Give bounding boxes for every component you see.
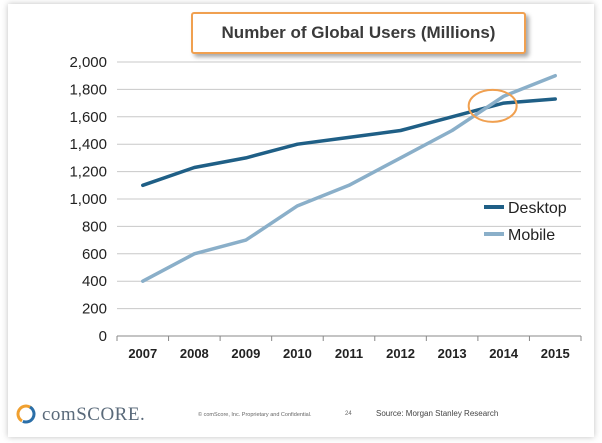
chart-title-box: Number of Global Users (Millions) (191, 12, 526, 54)
x-tick-label: 2011 (335, 346, 363, 361)
footer-page-number: 24 (345, 411, 352, 417)
x-tick-label: 2007 (128, 346, 157, 361)
footer-confidential: © comScore, Inc. Proprietary and Confide… (198, 412, 312, 418)
x-tick-label: 2008 (180, 346, 209, 361)
x-tick-label: 2012 (386, 346, 415, 361)
y-tick-label: 0 (99, 328, 107, 345)
footer-source: Source: Morgan Stanley Research (376, 409, 499, 418)
slide: 0 200 400 600 800 1,000 1,200 1,400 1,600 1,800 2,… (8, 4, 594, 437)
y-tick-label: 1,600 (69, 109, 107, 126)
x-tick-label: 2013 (438, 346, 467, 361)
x-tick-label: 2015 (541, 346, 570, 361)
chart-title: Number of Global Users (Millions) (221, 23, 496, 42)
x-tick-label: 2010 (283, 346, 312, 361)
comscore-logo-text: comSCORE. (42, 404, 146, 425)
line-chart: 0 200 400 600 800 1,000 1,200 1,400 1,600 1,800 2,… (69, 54, 582, 361)
series-line-desktop (141, 97, 557, 188)
x-tick-label: 2009 (231, 346, 260, 361)
x-tick-label: 2014 (489, 346, 519, 361)
y-tick-label: 600 (82, 246, 107, 263)
y-tick-label: 1,000 (69, 191, 107, 208)
legend-label-mobile: Mobile (508, 227, 555, 244)
y-tick-label: 1,200 (69, 164, 107, 181)
series-line-mobile (141, 73, 557, 283)
y-tick-label: 400 (82, 273, 107, 290)
y-tick-label: 200 (82, 301, 107, 318)
footer: comSCORE. © comScore, Inc. Proprietary a… (8, 399, 594, 429)
crossover-highlight-ellipse (467, 88, 518, 123)
y-tick-label: 1,800 (69, 81, 107, 98)
comscore-logo-icon (16, 404, 36, 424)
y-tick-label: 800 (82, 218, 107, 235)
legend-label-desktop: Desktop (508, 200, 567, 217)
y-tick-label: 1,400 (69, 136, 107, 153)
y-tick-label: 2,000 (69, 54, 107, 71)
